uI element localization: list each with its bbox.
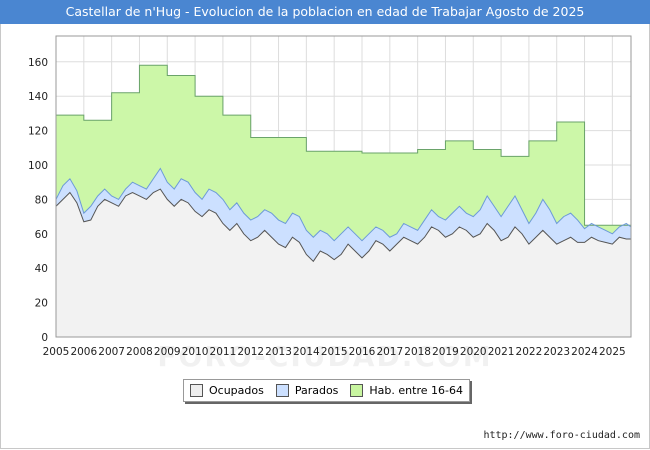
x-tick-label-2007: 2007 (98, 346, 125, 358)
legend-label-habitantes: Hab. entre 16-64 (369, 384, 463, 397)
chart-legend: Ocupados Parados Hab. entre 16-64 (183, 379, 470, 402)
x-tick-label-2011: 2011 (210, 346, 237, 358)
x-tick-label-2017: 2017 (376, 346, 403, 358)
legend-item-parados: Parados (275, 384, 339, 397)
x-tick-label-2006: 2006 (70, 346, 97, 358)
x-tick-label-2019: 2019 (432, 346, 459, 358)
plot-border (55, 35, 632, 338)
series-ocupados-line (55, 188, 631, 263)
chart-svg: 0 20 40 60 80 100 120 140 160 2005 2006 2007 2008 200… (28, 35, 632, 358)
x-tick-label-2014: 2014 (293, 346, 320, 358)
y-tick-label-100: 100 (28, 160, 48, 172)
x-tick-label-2010: 2010 (182, 346, 209, 358)
x-tick-label-2024: 2024 (571, 346, 598, 358)
y-tick-label-20: 20 (35, 298, 48, 310)
y-tick-label-60: 60 (35, 229, 48, 241)
x-tick-label-2012: 2012 (237, 346, 264, 358)
legend-label-parados: Parados (294, 384, 339, 397)
x-tick-label-2015: 2015 (321, 346, 348, 358)
x-tick-label-2021: 2021 (488, 346, 515, 358)
x-tick-label-2020: 2020 (460, 346, 487, 358)
x-tick-label-2018: 2018 (404, 346, 431, 358)
series-parados-line (55, 167, 632, 242)
legend-swatch-ocupados (189, 384, 203, 397)
legend-swatch-habitantes (350, 384, 364, 397)
x-tick-label-2009: 2009 (154, 346, 181, 358)
legend-label-ocupados: Ocupados (208, 384, 264, 397)
y-tick-label-120: 120 (28, 126, 48, 138)
x-tick-label-2016: 2016 (349, 346, 376, 358)
watermark: FORO-CIUDAD.COM (157, 340, 493, 373)
y-tick-label-0: 0 (41, 332, 48, 344)
x-tick-label-2022: 2022 (516, 346, 543, 358)
y-tick-label-160: 160 (28, 57, 48, 69)
x-tick-label-2023: 2023 (543, 346, 570, 358)
x-tick-label-2008: 2008 (126, 346, 153, 358)
x-tick-label-2025: 2025 (599, 346, 626, 358)
legend-item-ocupados: Ocupados (189, 384, 264, 397)
y-tick-label-80: 80 (35, 194, 48, 206)
legend-swatch-parados (275, 384, 289, 397)
x-tick-label-2005: 2005 (43, 346, 70, 358)
x-tick-label-2013: 2013 (265, 346, 292, 358)
y-tick-label-40: 40 (35, 263, 48, 275)
chart-title: Castellar de n'Hug - Evolucion de la pob… (0, 0, 650, 24)
y-tick-label-140: 140 (28, 91, 48, 103)
chart-frame: 0 20 40 60 80 100 120 140 160 2005 2006 2007 2008 200… (0, 24, 650, 449)
series-ocupados-area (56, 189, 631, 337)
site-url-link[interactable]: http://www.foro-ciudad.com (483, 430, 640, 441)
legend-item-habitantes: Hab. entre 16-64 (350, 384, 463, 397)
series-habitantes-line (56, 64, 631, 226)
